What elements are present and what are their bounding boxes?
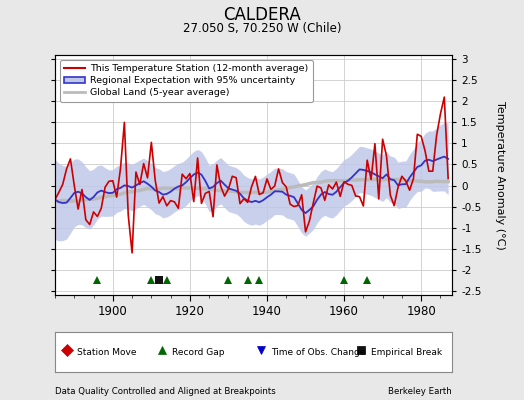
Text: Berkeley Earth: Berkeley Earth bbox=[388, 387, 452, 396]
Text: CALDERA: CALDERA bbox=[223, 6, 301, 24]
Text: Data Quality Controlled and Aligned at Breakpoints: Data Quality Controlled and Aligned at B… bbox=[55, 387, 276, 396]
Text: Empirical Break: Empirical Break bbox=[370, 348, 442, 357]
Legend: This Temperature Station (12-month average), Regional Expectation with 95% uncer: This Temperature Station (12-month avera… bbox=[60, 60, 313, 102]
Text: Time of Obs. Change: Time of Obs. Change bbox=[271, 348, 366, 357]
Text: Station Move: Station Move bbox=[77, 348, 136, 357]
Y-axis label: Temperature Anomaly (°C): Temperature Anomaly (°C) bbox=[495, 101, 505, 249]
Text: Record Gap: Record Gap bbox=[172, 348, 225, 357]
Text: 27.050 S, 70.250 W (Chile): 27.050 S, 70.250 W (Chile) bbox=[183, 22, 341, 35]
